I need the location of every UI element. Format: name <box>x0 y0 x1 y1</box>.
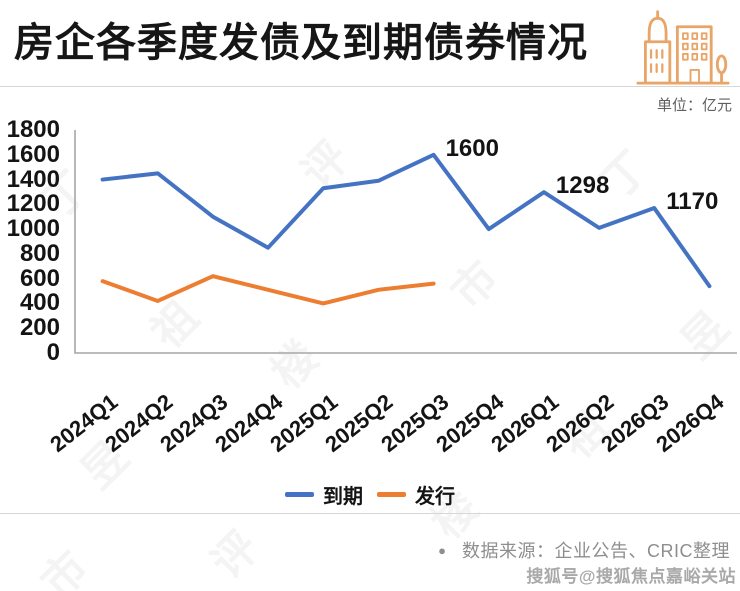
maturity-line-swatch <box>285 492 314 497</box>
y-axis-tick: 1200 <box>6 190 60 218</box>
legend-label: 发行 <box>415 486 455 508</box>
divider <box>0 513 740 514</box>
y-axis-tick: 800 <box>19 239 60 267</box>
source-row: ● 数据来源：企业公告、CRIC整理 <box>438 537 730 563</box>
bullet-icon: ● <box>438 542 446 558</box>
issuance-line-swatch <box>377 492 406 497</box>
chart-axes <box>74 130 737 354</box>
y-axis-tick: 400 <box>19 289 60 317</box>
issuance-line <box>100 274 436 306</box>
publisher-watermark: 搜狐号@搜狐焦点嘉峪关站 <box>526 567 736 586</box>
chart-legend: 到期 发行 <box>0 480 740 509</box>
page-title: 房企各季度发债及到期债券情况 <box>14 21 588 65</box>
buildings-icon <box>636 10 730 85</box>
legend-item-issuance: 发行 <box>377 480 455 509</box>
y-axis-tick: 1400 <box>6 165 60 193</box>
legend-label: 到期 <box>323 486 363 508</box>
y-axis-tick: 200 <box>19 314 60 342</box>
unit-label: 单位：亿元 <box>656 97 732 114</box>
data-label: 1600 <box>445 134 499 162</box>
data-label: 1298 <box>555 172 610 200</box>
legend-item-maturity: 到期 <box>285 480 363 509</box>
source-text: 数据来源：企业公告、CRIC整理 <box>462 541 730 561</box>
y-axis-tick: 0 <box>46 339 60 366</box>
y-axis-tick: 1800 <box>6 116 60 143</box>
divider <box>0 86 740 87</box>
y-axis-tick: 600 <box>19 264 60 292</box>
y-axis-tick: 1600 <box>6 140 60 168</box>
y-axis-tick: 1000 <box>6 215 60 243</box>
maturity-line <box>100 152 712 289</box>
data-label: 1170 <box>666 188 719 216</box>
